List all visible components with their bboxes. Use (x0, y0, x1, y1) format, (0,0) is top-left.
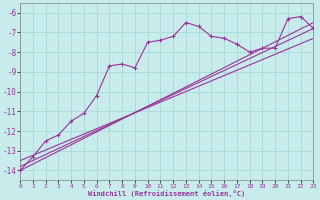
X-axis label: Windchill (Refroidissement éolien,°C): Windchill (Refroidissement éolien,°C) (88, 190, 245, 197)
